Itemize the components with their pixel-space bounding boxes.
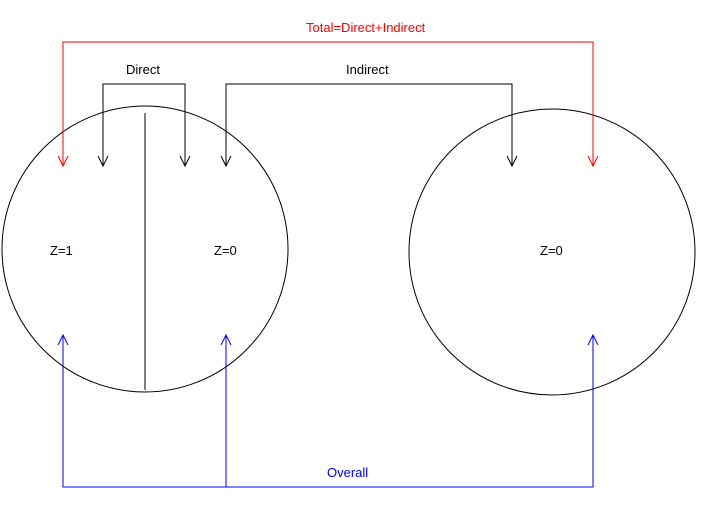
indirect-arrowhead-right (506, 155, 518, 168)
total-arrowhead-left (57, 155, 69, 168)
indirect-label: Indirect (346, 62, 389, 77)
total-connector (57, 41, 599, 168)
overall-arrowhead-left (57, 333, 69, 346)
direct-arrowhead-right (179, 155, 191, 168)
right-circle (408, 108, 696, 396)
indirect-arrowhead-left (220, 155, 232, 168)
indirect-connector (220, 83, 518, 168)
total-arrowhead-right (587, 155, 599, 168)
direct-label: Direct (126, 62, 160, 77)
z-left-treated-label: Z=1 (50, 243, 73, 258)
overall-arrowhead-right (587, 333, 599, 346)
left-circle (1, 105, 289, 393)
overall-label: Overall (327, 465, 369, 480)
total-label: Total=Direct+Indirect (306, 20, 426, 35)
direct-arrowhead-left (97, 155, 109, 168)
overall-connector (57, 333, 599, 488)
overall-arrowhead-middle (220, 333, 232, 346)
direct-connector (97, 83, 191, 168)
z-left-control-label: Z=0 (214, 243, 237, 258)
z-right-control-label: Z=0 (540, 243, 563, 258)
